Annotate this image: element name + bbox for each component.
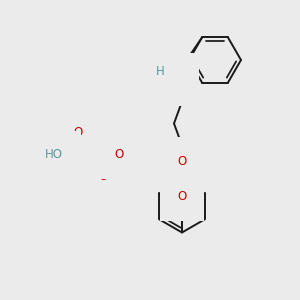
Text: O: O <box>114 148 124 161</box>
Text: O: O <box>98 170 108 184</box>
Text: H: H <box>124 148 134 161</box>
Text: HO: HO <box>45 148 63 161</box>
Text: N: N <box>169 73 179 86</box>
Text: O: O <box>177 190 187 203</box>
Text: H: H <box>156 65 164 78</box>
Text: O: O <box>74 127 82 140</box>
Text: O: O <box>177 155 187 168</box>
